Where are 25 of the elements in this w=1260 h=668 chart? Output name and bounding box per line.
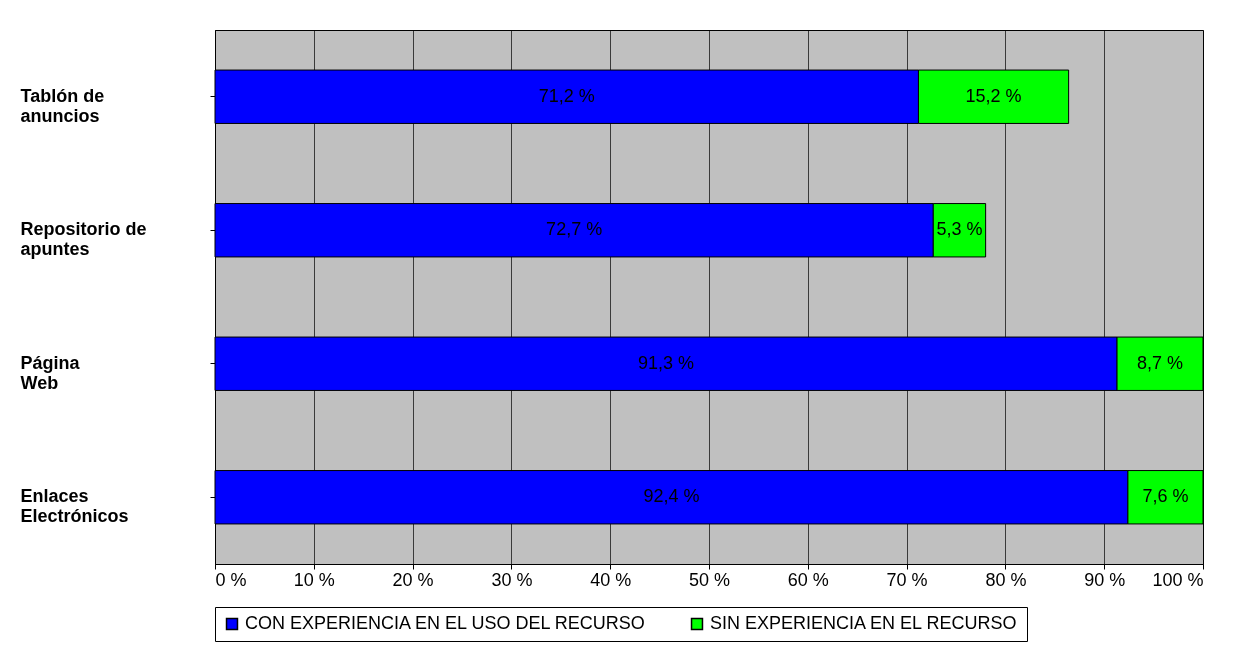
x-tick-label: 30 %: [491, 569, 533, 590]
y-tick-label: Tablón de anuncios: [20, 85, 105, 126]
x-tick-label: 80 %: [985, 569, 1027, 590]
data-label: 5,3 %: [936, 219, 983, 240]
x-tick-label: 90 %: [1084, 569, 1126, 590]
data-label: 71,2 %: [538, 85, 595, 106]
x-tick-label: 10 %: [293, 569, 335, 590]
y-tick-label: Repositorio de apuntes: [20, 219, 147, 260]
data-label: 15,2 %: [965, 85, 1022, 106]
x-tick-label: 20 %: [392, 569, 434, 590]
y-tick-label: Enlaces Electrónicos: [20, 486, 129, 527]
data-label: 7,6 %: [1142, 486, 1189, 507]
data-label: 8,7 %: [1137, 352, 1184, 373]
x-tick-label: 0 %: [215, 569, 247, 590]
x-tick-label: 100 %: [1152, 569, 1204, 590]
x-tick-label: 40 %: [590, 569, 632, 590]
x-tick-label: 70 %: [886, 569, 928, 590]
data-label: 72,7 %: [546, 219, 603, 240]
legend-label: SIN EXPERIENCIA EN EL RECURSO: [710, 613, 1017, 633]
data-label: 91,3 %: [638, 352, 695, 373]
x-tick-label: 50 %: [688, 569, 731, 590]
y-tick-label: Página Web: [20, 352, 81, 393]
x-tick-label: 60 %: [787, 569, 829, 590]
data-label: 92,4 %: [643, 486, 700, 507]
legend-label: CON EXPERIENCIA EN EL USO DEL RECURSO: [245, 613, 645, 633]
